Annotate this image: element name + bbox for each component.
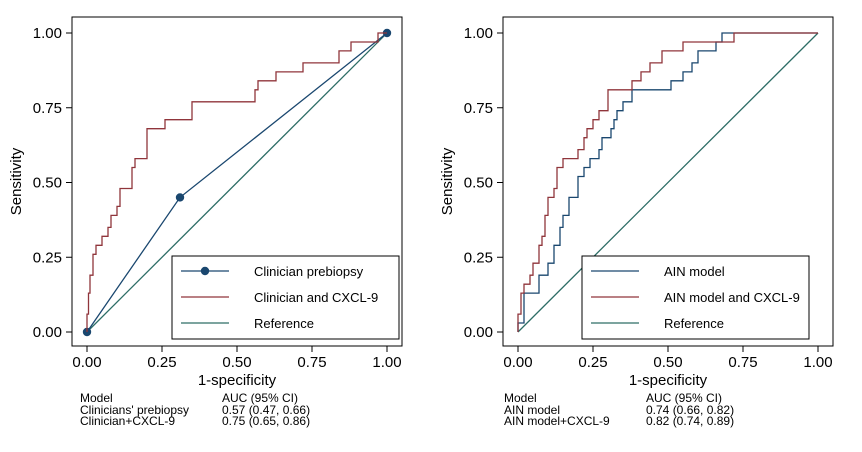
x-tick-label: 0.00 — [503, 354, 532, 371]
auc-model-name: AIN model — [504, 402, 561, 417]
auc-table-right: Model AUC (95% CI) AIN model 0.74 (0.66,… — [504, 391, 844, 428]
auc-row: AIN model 0.74 (0.66, 0.82) — [504, 402, 844, 417]
legend-label: Reference — [254, 316, 314, 331]
legend-label: Clinician and CXCL-9 — [254, 290, 378, 305]
y-axis-label: Sensitivity — [439, 147, 456, 215]
x-tick-label: 1.00 — [803, 354, 832, 371]
y-tick-label: 0.75 — [464, 100, 493, 117]
y-tick-label: 0.00 — [33, 324, 62, 341]
x-axis-label: 1-specificity — [629, 372, 708, 389]
x-tick-label: 0.50 — [653, 354, 682, 371]
auc-row: Clinician+CXCL-9 0.75 (0.65, 0.86) — [80, 414, 420, 428]
auc-header-auc: AUC (95% CI) — [222, 391, 299, 405]
y-tick-label: 0.25 — [464, 249, 493, 266]
x-tick-label: 0.00 — [72, 354, 101, 371]
x-tick-label: 0.75 — [297, 354, 326, 371]
y-axis-label: Sensitivity — [8, 147, 25, 215]
auc-header-row: Model AUC (95% CI) — [504, 391, 844, 405]
auc-header-auc: AUC (95% CI) — [646, 391, 723, 405]
y-tick-label: 0.50 — [464, 175, 493, 192]
y-tick-label: 0.50 — [33, 175, 62, 192]
x-tick-label: 0.75 — [728, 354, 757, 371]
x-tick-label: 0.50 — [222, 354, 251, 371]
x-tick-label: 1.00 — [372, 354, 401, 371]
auc-value: 0.75 (0.65, 0.86) — [222, 414, 311, 428]
auc-header-model: Model — [80, 391, 113, 405]
roc-chart-right: 0.00 0.25 0.50 0.75 1.00 0.00 0.25 0.50 0.75 1.00… — [439, 16, 834, 389]
series-line-ain-model — [517, 32, 818, 332]
series-line-clinician-and-cxcl-9 — [86, 32, 387, 332]
auc-table-left: Model AUC (95% CI) Clinicians' prebiopsy… — [80, 391, 420, 428]
y-tick-label: 1.00 — [33, 25, 62, 42]
legend-label: AIN model — [664, 264, 725, 279]
auc-row: AIN model+CXCL-9 0.82 (0.74, 0.89) — [504, 414, 844, 428]
auc-model-name: Clinician+CXCL-9 — [80, 414, 176, 428]
legend-label: Reference — [664, 316, 724, 331]
y-tick-label: 0.00 — [464, 324, 493, 341]
auc-row: Clinicians' prebiopsy 0.57 (0.47, 0.66) — [80, 402, 420, 417]
series-line-ain-model-and-cxcl-9 — [517, 32, 818, 332]
y-tick-label: 0.75 — [33, 100, 62, 117]
auc-header-row: Model AUC (95% CI) — [80, 391, 420, 405]
series-line-reference — [86, 32, 388, 333]
x-axis-label: 1-specificity — [198, 372, 277, 389]
roc-chart-left: 0.00 0.25 0.50 0.75 1.00 0.00 0.25 0.50 0.75 1.00… — [8, 16, 403, 389]
series-line-reference — [517, 32, 819, 333]
auc-value: 0.74 (0.66, 0.82) — [646, 402, 735, 417]
legend-marker-clinician-prebiopsy — [200, 266, 210, 276]
auc-model-name: AIN model+CXCL-9 — [504, 414, 610, 428]
auc-value: 0.82 (0.74, 0.89) — [646, 414, 735, 428]
auc-header-model: Model — [504, 391, 537, 405]
auc-value: 0.57 (0.47, 0.66) — [222, 402, 311, 417]
series-marker-clinician-prebiopsy — [175, 193, 185, 202]
x-tick-label: 0.25 — [578, 354, 607, 371]
y-tick-label: 1.00 — [464, 25, 493, 42]
x-tick-label: 0.25 — [147, 354, 176, 371]
y-tick-label: 0.25 — [33, 249, 62, 266]
legend-label: Clinician prebiopsy — [254, 264, 364, 279]
auc-model-name: Clinicians' prebiopsy — [80, 402, 190, 417]
legend-label: AIN model and CXCL-9 — [664, 290, 800, 305]
